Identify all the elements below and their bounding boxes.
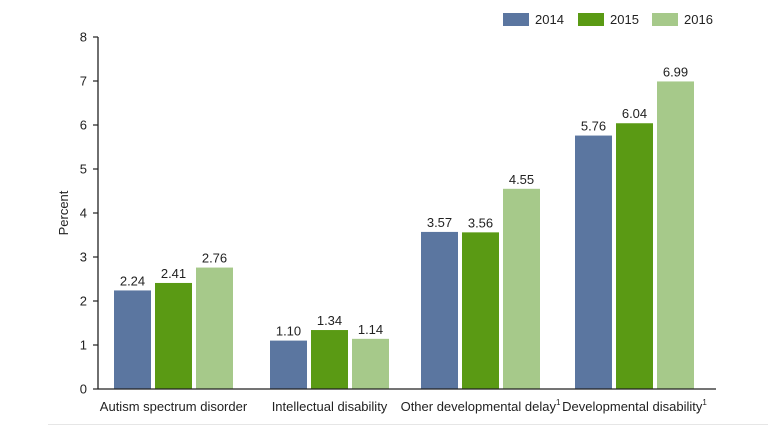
x-category-label: Developmental disability1 xyxy=(562,398,707,414)
bar-2016-1 xyxy=(196,267,233,389)
bar-2016-2 xyxy=(352,338,389,389)
y-axis-title: Percent xyxy=(56,190,71,235)
y-tick-label: 8 xyxy=(80,30,87,45)
y-tick-label: 6 xyxy=(80,118,87,133)
bar-2015-4 xyxy=(616,123,653,390)
y-tick-label: 0 xyxy=(80,382,87,397)
bar-value-label: 2.76 xyxy=(202,251,227,266)
bar-value-label: 5.76 xyxy=(581,119,606,134)
y-tick-label: 2 xyxy=(80,294,87,309)
legend-swatch xyxy=(652,13,678,26)
legend: 2014 2015 2016 xyxy=(503,12,713,27)
bar-2014-1 xyxy=(114,290,151,389)
bar-value-label: 1.14 xyxy=(358,322,383,337)
x-category-label: Other developmental delay1 xyxy=(401,398,561,414)
legend-swatch xyxy=(503,13,529,26)
legend-label: 2014 xyxy=(535,12,564,27)
y-axis: 0 1 2 3 4 5 6 7 8 Percent xyxy=(56,30,99,397)
y-tick-label: 1 xyxy=(80,338,87,353)
bar-value-label: 6.99 xyxy=(663,64,688,79)
bar-value-label: 2.41 xyxy=(161,266,186,281)
bar-2015-3 xyxy=(462,232,499,389)
bar-2015-2 xyxy=(311,330,348,389)
bar-2014-4 xyxy=(575,135,612,389)
bar-2014-2 xyxy=(270,340,307,389)
bar-value-label: 3.57 xyxy=(427,215,452,230)
bar-value-label: 3.56 xyxy=(468,215,493,230)
x-category-label: Autism spectrum disorder xyxy=(100,399,248,414)
y-tick-label: 5 xyxy=(80,162,87,177)
bar-value-label: 2.24 xyxy=(120,273,145,288)
y-tick-label: 4 xyxy=(80,206,87,221)
bar-value-label: 6.04 xyxy=(622,106,647,121)
bar-value-label: 4.55 xyxy=(509,172,534,187)
bottom-divider xyxy=(48,424,768,425)
legend-label: 2015 xyxy=(610,12,639,27)
legend-label: 2016 xyxy=(684,12,713,27)
bar-2016-3 xyxy=(503,188,540,389)
y-tick-label: 7 xyxy=(80,74,87,89)
bar-2014-3 xyxy=(421,231,458,389)
legend-swatch xyxy=(578,13,604,26)
bar-2015-1 xyxy=(155,282,192,389)
bar-2016-4 xyxy=(657,81,694,389)
x-category-label: Intellectual disability xyxy=(272,399,388,414)
x-axis: Autism spectrum disorder Intellectual dis… xyxy=(98,388,716,414)
y-tick-label: 3 xyxy=(80,250,87,265)
bar-value-label: 1.10 xyxy=(276,324,301,339)
bar-value-label: 1.34 xyxy=(317,313,342,328)
bars: 2.24 2.41 2.76 1.10 1.34 1.14 3.57 3.56 4.55 5.76… xyxy=(114,64,694,390)
